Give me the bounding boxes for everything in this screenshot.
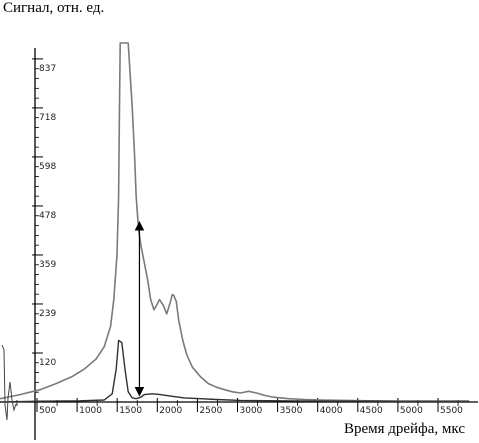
- origin-artifact-line: [1, 344, 17, 421]
- x-tick-label: 500: [39, 406, 56, 416]
- series-layer: [0, 42, 470, 421]
- ticks: 120 239 359 478 598 718 837 500 1000 1500 2000 2500…: [16, 58, 463, 416]
- x-tick-label: 1000: [79, 406, 102, 416]
- x-tick-label: 2000: [159, 406, 182, 416]
- y-tick-label: 359: [39, 260, 56, 270]
- x-tick-label: 2500: [199, 406, 222, 416]
- y-tick-label: 598: [39, 162, 56, 172]
- y-tick-label: 239: [39, 309, 56, 319]
- x-tick-label: 3500: [280, 406, 303, 416]
- series-line-1: [0, 42, 470, 403]
- y-tick-label: 120: [39, 358, 56, 368]
- x-tick-label: 5500: [440, 406, 463, 416]
- x-tick-label: 4000: [320, 406, 343, 416]
- y-tick-label: 478: [39, 211, 56, 221]
- axes: [0, 48, 478, 440]
- y-axis-title: Сигнал, отн. ед.: [3, 0, 105, 16]
- x-tick-label: 3000: [240, 406, 263, 416]
- y-tick-label: 837: [39, 64, 56, 74]
- x-tick-label: 1500: [119, 406, 142, 416]
- y-tick-label: 718: [39, 113, 56, 123]
- x-axis-title: Время дрейфа, мкс: [343, 421, 465, 437]
- x-tick-label: 5000: [400, 406, 423, 416]
- x-tick-label: 4500: [360, 406, 383, 416]
